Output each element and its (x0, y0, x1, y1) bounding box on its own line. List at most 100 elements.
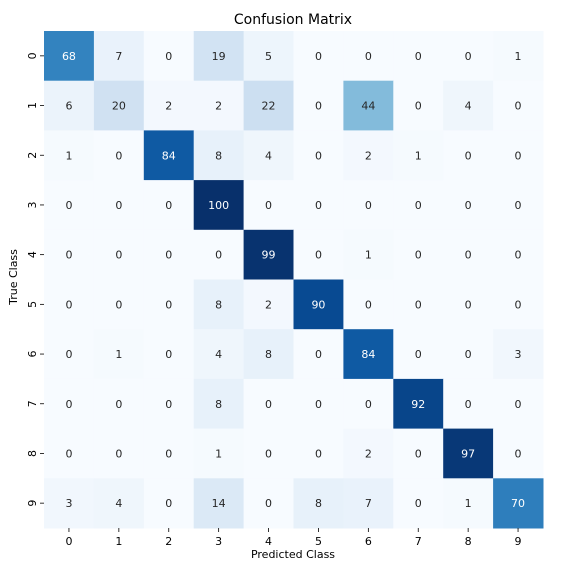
y-tick-label-9: 9 (26, 500, 39, 507)
cell-value-r6-c1: 1 (115, 348, 122, 361)
cell-value-r9-c7: 0 (415, 497, 422, 510)
heatmap-cell-r4-c7 (393, 229, 444, 280)
cell-value-r0-c5: 0 (315, 50, 322, 63)
heatmap-cell-r3-c4 (243, 180, 294, 231)
cell-value-r2-c3: 8 (215, 149, 222, 162)
heatmap-cell-r7-c3 (193, 378, 245, 430)
heatmap-cell-r9-c3 (193, 478, 245, 529)
heatmap-cell-r9-c8 (443, 478, 494, 529)
cell-value-r3-c9: 0 (515, 199, 522, 212)
cell-value-r4-c8: 0 (465, 249, 472, 262)
heatmap-cell-r6-c1 (93, 329, 145, 380)
heatmap-cell-r8-c8 (443, 428, 494, 479)
heatmap-cell-r2-c5 (293, 130, 344, 181)
heatmap-cell-r6-c0 (44, 329, 95, 380)
heatmap-cell-r3-c6 (343, 180, 394, 231)
cell-value-r3-c5: 0 (315, 199, 322, 212)
heatmap-cell-r6-c3 (193, 329, 245, 380)
cell-value-r7-c1: 0 (115, 398, 122, 411)
heatmap-cell-r3-c1 (93, 180, 145, 231)
x-tick-label-3: 3 (215, 535, 222, 548)
cell-value-r7-c5: 0 (315, 398, 322, 411)
y-tick-label-8: 8 (26, 450, 39, 457)
heatmap-cell-r2-c3 (193, 130, 245, 181)
cell-value-r5-c0: 0 (65, 298, 72, 311)
cell-value-r5-c2: 0 (165, 298, 172, 311)
cell-value-r1-c3: 2 (215, 100, 222, 113)
heatmap-cell-labels: 68 7 0 19 5 0 0 0 0 16 20 2 2 22 0 44 0 4 01 0 84 8 4 0 2 1 0 00 0 0 1… (62, 50, 525, 510)
heatmap-cell-r1-c9 (493, 80, 544, 131)
cell-value-r8-c5: 0 (315, 447, 322, 460)
x-tick-label-9: 9 (515, 535, 522, 548)
heatmap-cell-r1-c0 (44, 80, 95, 131)
x-tick-label-4: 4 (265, 535, 272, 548)
heatmap-cell-r5-c8 (443, 279, 494, 330)
heatmap-cell-r7-c5 (293, 378, 344, 430)
y-axis-label: True Class (7, 249, 20, 306)
heatmap-cell-r2-c1 (93, 130, 145, 181)
cell-value-r4-c2: 0 (165, 249, 172, 262)
heatmap-cell-r2-c4 (243, 130, 294, 181)
cell-value-r2-c2: 84 (162, 149, 176, 162)
cell-value-r6-c5: 0 (315, 348, 322, 361)
heatmap-cell-r5-c5 (293, 279, 344, 330)
cell-value-r0-c7: 0 (415, 50, 422, 63)
cell-value-r2-c8: 0 (465, 149, 472, 162)
cell-value-r1-c2: 2 (165, 100, 172, 113)
heatmap-cell-r6-c5 (293, 329, 344, 380)
heatmap-cell-r6-c6 (343, 329, 394, 380)
cell-value-r5-c7: 0 (415, 298, 422, 311)
cell-value-r0-c0: 68 (62, 50, 76, 63)
y-tick-label-6: 6 (26, 351, 39, 358)
cell-value-r7-c9: 0 (515, 398, 522, 411)
heatmap-cell-r1-c1 (93, 80, 145, 131)
cell-value-r3-c4: 0 (265, 199, 272, 212)
cell-value-r6-c7: 0 (415, 348, 422, 361)
heatmap-cell-r5-c9 (493, 279, 544, 330)
y-tick-label-4: 4 (26, 251, 39, 258)
heatmap-cell-r0-c1 (93, 31, 145, 82)
cell-value-r8-c1: 0 (115, 447, 122, 460)
x-tick-label-0: 0 (65, 535, 72, 548)
cell-value-r4-c0: 0 (65, 249, 72, 262)
heatmap-cell-r1-c2 (143, 80, 195, 131)
heatmap-cell-r0-c3 (193, 31, 245, 82)
cell-value-r2-c9: 0 (515, 149, 522, 162)
heatmap-cell-r1-c3 (193, 80, 245, 131)
heatmap-cell-r3-c2 (143, 180, 195, 231)
y-tick-label-5: 5 (26, 301, 39, 308)
cell-value-r3-c3: 100 (208, 199, 229, 212)
cell-value-r7-c7: 92 (411, 398, 425, 411)
heatmap-cell-r9-c6 (343, 478, 394, 529)
heatmap-cell-r4-c1 (93, 229, 145, 280)
heatmap-cells (44, 31, 544, 529)
chart-title: Confusion Matrix (234, 12, 352, 28)
heatmap-cell-r0-c8 (443, 31, 494, 82)
heatmap-cell-r2-c0 (44, 130, 95, 181)
x-tick-label-8: 8 (465, 535, 472, 548)
y-tick-label-7: 7 (26, 400, 39, 407)
heatmap-cell-r3-c9 (493, 180, 544, 231)
cell-value-r8-c4: 0 (265, 447, 272, 460)
heatmap-cell-r2-c2 (143, 130, 195, 181)
heatmap-cell-r7-c4 (243, 378, 294, 430)
heatmap-cell-r8-c1 (93, 428, 145, 479)
cell-value-r2-c6: 2 (365, 149, 372, 162)
heatmap-cell-r7-c6 (343, 378, 394, 430)
heatmap-cell-r3-c3 (193, 180, 245, 231)
heatmap-cell-r2-c8 (443, 130, 494, 181)
heatmap-cell-r6-c8 (443, 329, 494, 380)
cell-value-r9-c0: 3 (65, 497, 72, 510)
heatmap-cell-r1-c7 (393, 80, 444, 131)
heatmap-cell-r6-c4 (243, 329, 294, 380)
heatmap-cell-r0-c7 (393, 31, 444, 82)
y-tick-label-2: 2 (26, 152, 39, 159)
cell-value-r1-c0: 6 (65, 100, 72, 113)
cell-value-r9-c8: 1 (465, 497, 472, 510)
cell-value-r8-c0: 0 (65, 447, 72, 460)
cell-value-r6-c3: 4 (215, 348, 222, 361)
cell-value-r6-c4: 8 (265, 348, 272, 361)
cell-value-r8-c2: 0 (165, 447, 172, 460)
cell-value-r8-c7: 0 (415, 447, 422, 460)
heatmap-cell-r0-c5 (293, 31, 344, 82)
